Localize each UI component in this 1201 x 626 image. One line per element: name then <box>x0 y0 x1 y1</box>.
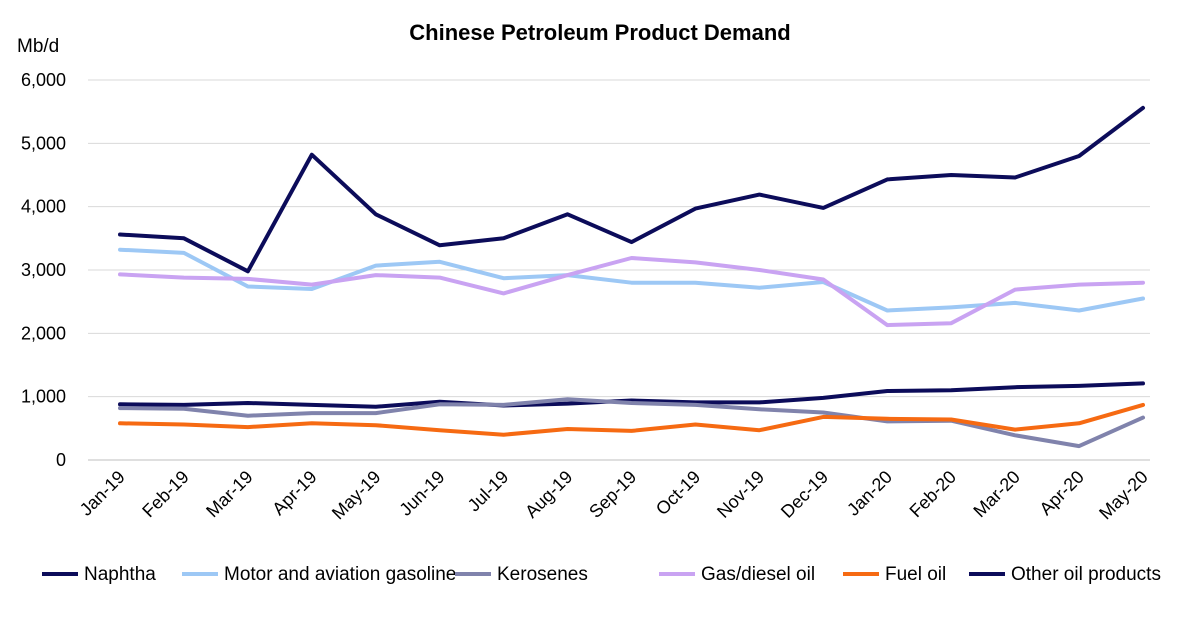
x-tick-label: Nov-19 <box>713 467 768 522</box>
x-tick-label: Sep-19 <box>585 467 640 522</box>
x-tick-label: Apr-20 <box>1036 467 1088 519</box>
x-tick-label: Dec-19 <box>777 467 832 522</box>
legend-label: Other oil products <box>1011 564 1161 585</box>
gridlines <box>88 79 1150 398</box>
y-tick-label: 4,000 <box>21 197 66 217</box>
legend-item: Naphtha <box>42 564 156 585</box>
legend-item: Gas/diesel oil <box>659 564 815 585</box>
y-tick-label: 2,000 <box>21 323 66 343</box>
legend-item: Fuel oil <box>843 564 946 585</box>
x-tick-label: Apr-19 <box>268 467 320 519</box>
legend-label: Naphtha <box>84 564 156 585</box>
series-line-other-oil-products <box>118 105 1145 274</box>
legend-item: Motor and aviation gasoline <box>182 564 456 585</box>
y-axis-unit-label: Mb/d <box>17 36 59 57</box>
legend-item: Other oil products <box>969 564 1161 585</box>
legend-item: Kerosenes <box>455 564 588 585</box>
legend-label: Motor and aviation gasoline <box>224 564 456 585</box>
x-tick-label: Aug-19 <box>521 467 576 522</box>
x-tick-label: Oct-19 <box>652 467 704 519</box>
legend-label: Fuel oil <box>885 564 946 585</box>
x-tick-label: Mar-20 <box>969 467 1023 521</box>
y-tick-label: 5,000 <box>21 133 66 153</box>
x-tick-label: Jan-19 <box>76 467 129 520</box>
y-tick-label: 1,000 <box>21 387 66 407</box>
chart-title: Chinese Petroleum Product Demand <box>409 20 790 45</box>
legend-label: Gas/diesel oil <box>701 564 815 585</box>
x-tick-label: Jul-19 <box>464 467 513 516</box>
series-lines <box>118 105 1145 449</box>
y-axis-ticks: 0 1,000 2,000 3,000 4,000 5,000 6,000 <box>21 70 66 470</box>
x-tick-label: Feb-19 <box>138 467 192 521</box>
y-tick-label: 6,000 <box>21 70 66 90</box>
series-line-kerosenes <box>118 397 1145 449</box>
legend: Naphtha Motor and aviation gasoline Kerose… <box>42 564 1161 585</box>
x-tick-label: Feb-20 <box>906 467 960 521</box>
x-tick-label: Mar-19 <box>202 467 256 521</box>
x-tick-label: May-20 <box>1095 467 1152 524</box>
x-tick-label: May-19 <box>328 467 385 524</box>
y-tick-label: 0 <box>56 450 66 470</box>
legend-label: Kerosenes <box>497 564 588 585</box>
x-tick-label: Jan-20 <box>843 467 896 520</box>
x-axis-ticks: Jan-19 Feb-19 Mar-19 Apr-19 May-19 Jun-19 Jul-… <box>76 467 1152 524</box>
series-line-gas-diesel-oil <box>118 256 1145 328</box>
y-tick-label: 3,000 <box>21 260 66 280</box>
x-tick-label: Jun-19 <box>395 467 448 520</box>
